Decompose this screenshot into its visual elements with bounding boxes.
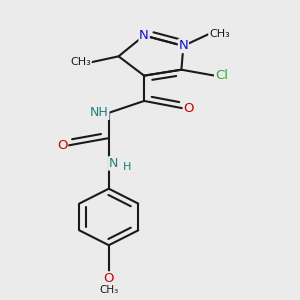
Text: CH₃: CH₃: [209, 29, 230, 39]
Text: O: O: [103, 272, 114, 285]
Text: N: N: [178, 39, 188, 52]
Text: O: O: [57, 139, 68, 152]
Text: N: N: [139, 29, 149, 42]
Text: O: O: [183, 102, 194, 115]
Text: CH₃: CH₃: [99, 285, 119, 296]
Text: H: H: [122, 162, 131, 172]
Text: CH₃: CH₃: [70, 57, 91, 67]
Text: N: N: [109, 157, 118, 170]
Text: Cl: Cl: [215, 69, 228, 82]
Text: NH: NH: [90, 106, 109, 119]
